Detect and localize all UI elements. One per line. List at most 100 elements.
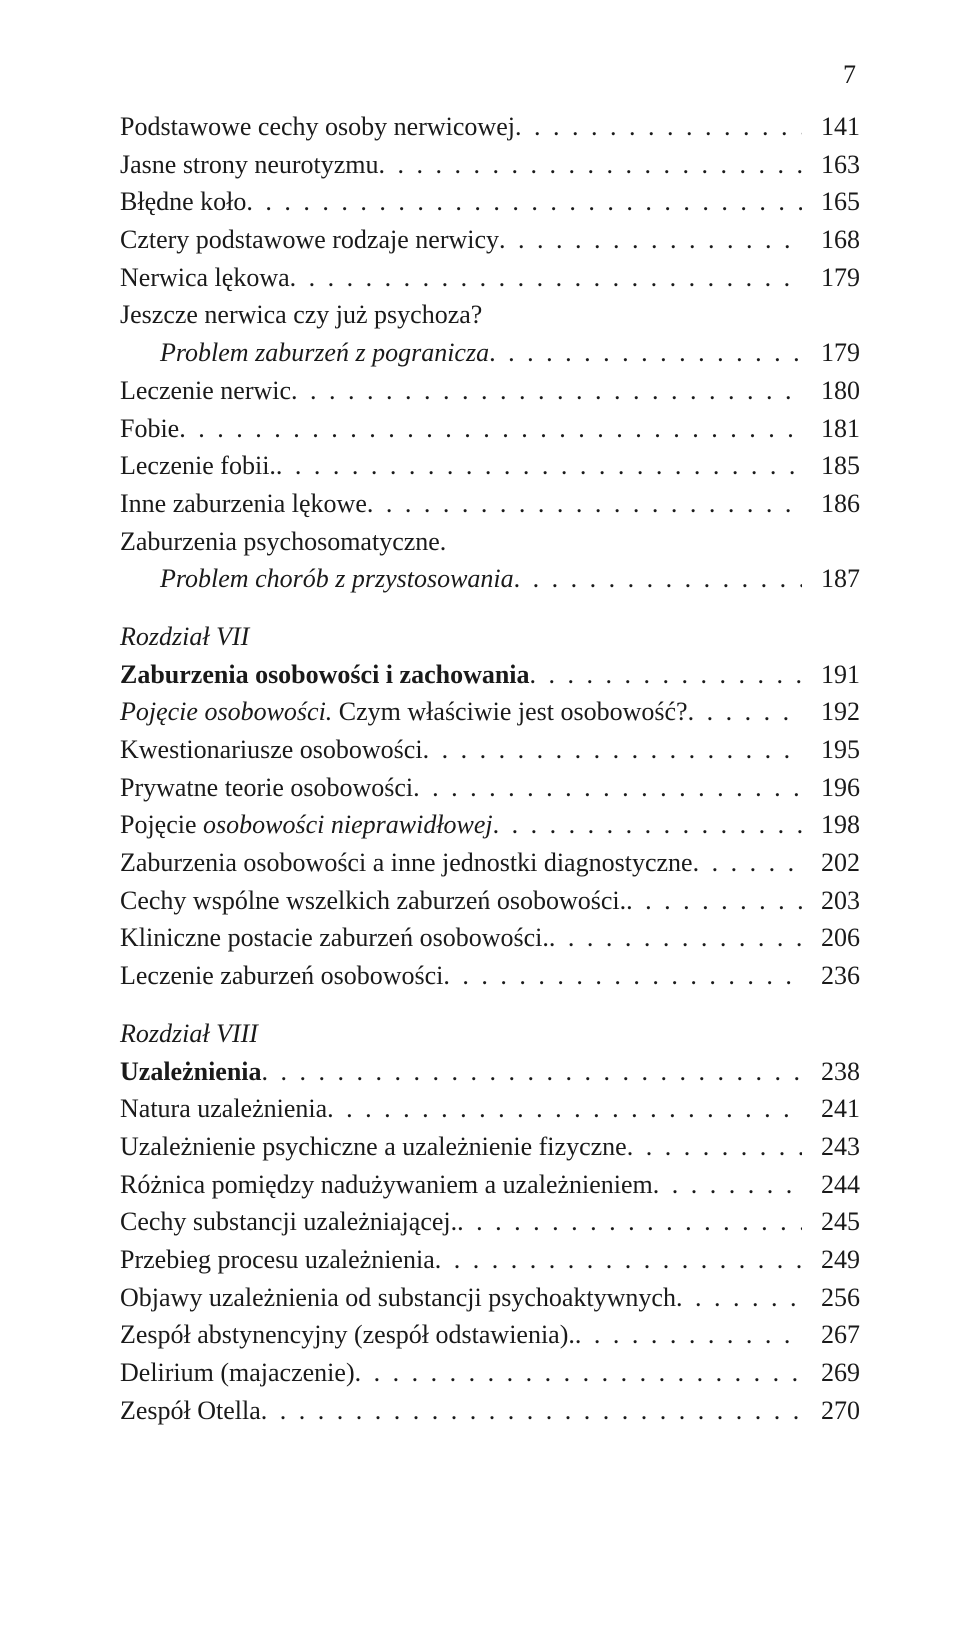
toc-entry-page: 196 <box>802 769 860 807</box>
toc-leader-dots <box>179 410 802 448</box>
toc-leader-dots <box>515 108 802 146</box>
toc-label-part: Pojęcie osobowości. <box>120 697 332 726</box>
toc-label-part: Fobie <box>120 414 179 443</box>
toc-entry-label: Natura uzależnienia <box>120 1090 327 1128</box>
toc-leader-dots <box>489 334 802 372</box>
toc-entry-label: Cztery podstawowe rodzaje nerwicy <box>120 221 499 259</box>
table-of-contents: Podstawowe cechy osoby nerwicowej141Jasn… <box>120 108 860 1429</box>
section-gap <box>120 995 860 1015</box>
toc-entry: Różnica pomiędzy nadużywaniem a uzależni… <box>120 1166 860 1204</box>
toc-entry-label: Pojęcie osobowości nieprawidłowej <box>120 806 493 844</box>
toc-leader-dots <box>457 1203 802 1241</box>
toc-entry-page: 267 <box>802 1316 860 1354</box>
toc-entry-page: 141 <box>802 108 860 146</box>
toc-label-part: Pojęcie <box>120 810 203 839</box>
toc-entry: Pojęcie osobowości. Czym właściwie jest … <box>120 693 860 731</box>
toc-leader-dots <box>355 1354 802 1392</box>
toc-label-part: Kliniczne postacie zaburzeń osobowości. <box>120 923 549 952</box>
toc-label-part: Zespół abstynencyjny (zespół odstawienia… <box>120 1320 575 1349</box>
toc-leader-dots <box>246 183 802 221</box>
toc-leader-dots <box>423 731 802 769</box>
toc-entry-page: 243 <box>802 1128 860 1166</box>
toc-entry: Fobie 181 <box>120 410 860 448</box>
toc-entry: Zespół abstynencyjny (zespół odstawienia… <box>120 1316 860 1354</box>
toc-entry: Problem chorób z przystosowania 187 <box>120 560 860 598</box>
toc-entry: Jasne strony neurotyzmu 163 <box>120 146 860 184</box>
toc-entry-label: Zespół Otella <box>120 1392 261 1430</box>
toc-entry-page: 269 <box>802 1354 860 1392</box>
toc-leader-dots <box>575 1316 802 1354</box>
toc-entry-label: Zaburzenia psychosomatyczne. <box>120 523 446 561</box>
toc-entry-label: Jeszcze nerwica czy już psychoza? <box>120 296 482 334</box>
toc-leader-dots <box>688 693 802 731</box>
toc-entry-page: 179 <box>802 259 860 297</box>
toc-entry: Kliniczne postacie zaburzeń osobowości. 2… <box>120 919 860 957</box>
toc-entry: Pojęcie osobowości nieprawidłowej198 <box>120 806 860 844</box>
toc-leader-dots <box>626 882 802 920</box>
toc-entry-page: 181 <box>802 410 860 448</box>
toc-entry: Przebieg procesu uzależnienia249 <box>120 1241 860 1279</box>
toc-entry-page: 187 <box>802 560 860 598</box>
toc-entry-label: Leczenie zaburzeń osobowości <box>120 957 443 995</box>
toc-leader-dots <box>262 1053 802 1091</box>
toc-entry-label: Błędne koło <box>120 183 246 221</box>
toc-entry: Cztery podstawowe rodzaje nerwicy168 <box>120 221 860 259</box>
toc-label-part: osobowości nieprawidłowej <box>203 810 493 839</box>
toc-entry: Objawy uzależnienia od substancji psycho… <box>120 1279 860 1317</box>
toc-entry-label: Podstawowe cechy osoby nerwicowej <box>120 108 515 146</box>
toc-leader-dots <box>549 919 802 957</box>
toc-entry: Kwestionariusze osobowości 195 <box>120 731 860 769</box>
toc-entry: Cechy wspólne wszelkich zaburzeń osobowo… <box>120 882 860 920</box>
toc-leader-dots <box>290 259 802 297</box>
toc-entry-page: 206 <box>802 919 860 957</box>
toc-entry: Problem zaburzeń z pogranicza179 <box>120 334 860 372</box>
toc-label-part: Cechy substancji uzależniającej. <box>120 1207 457 1236</box>
toc-label-part: Jasne strony neurotyzmu <box>120 150 379 179</box>
toc-label-part: Natura uzależnienia <box>120 1094 327 1123</box>
page-number: 7 <box>120 60 860 90</box>
toc-entry-page: 186 <box>802 485 860 523</box>
toc-entry-page: 195 <box>802 731 860 769</box>
toc-entry-label: Nerwica lękowa <box>120 259 290 297</box>
toc-entry-label: Leczenie nerwic <box>120 372 291 410</box>
toc-label-part: Jeszcze nerwica czy już psychoza? <box>120 300 482 329</box>
toc-label-part: Uzależnienia <box>120 1057 262 1086</box>
toc-label-part: Zaburzenia osobowości a inne jednostki d… <box>120 848 693 877</box>
toc-label-part: Zaburzenia osobowości i zachowania <box>120 660 530 689</box>
toc-label-part: Kwestionariusze osobowości <box>120 735 423 764</box>
toc-leader-dots <box>443 957 802 995</box>
toc-leader-dots <box>413 769 802 807</box>
toc-entry-label: Prywatne teorie osobowości <box>120 769 413 807</box>
toc-entry-page: 191 <box>802 656 860 694</box>
toc-entry-label: Kliniczne postacie zaburzeń osobowości. <box>120 919 549 957</box>
toc-entry-label: Kwestionariusze osobowości <box>120 731 423 769</box>
toc-leader-dots <box>327 1090 802 1128</box>
toc-entry-page: 241 <box>802 1090 860 1128</box>
toc-entry-page: 163 <box>802 146 860 184</box>
toc-leader-dots <box>499 221 802 259</box>
toc-entry: Błędne koło165 <box>120 183 860 221</box>
toc-label-part: Zespół Otella <box>120 1396 261 1425</box>
toc-label-part: Podstawowe cechy osoby nerwicowej <box>120 112 515 141</box>
toc-entry-page: 179 <box>802 334 860 372</box>
toc-entry-page: 249 <box>802 1241 860 1279</box>
toc-entry-label: Leczenie fobii. <box>120 447 276 485</box>
toc-entry-label: Problem chorób z przystosowania <box>120 560 514 598</box>
toc-entry-page: 245 <box>802 1203 860 1241</box>
toc-label-part: Uzależnienie psychiczne a uzależnienie f… <box>120 1132 627 1161</box>
toc-entry-page: 238 <box>802 1053 860 1091</box>
toc-label-part: Cztery podstawowe rodzaje nerwicy <box>120 225 499 254</box>
toc-leader-dots <box>514 560 802 598</box>
toc-entry-label: Pojęcie osobowości. Czym właściwie jest … <box>120 693 688 731</box>
toc-entry-page: 180 <box>802 372 860 410</box>
toc-label-part: Zaburzenia psychosomatyczne. <box>120 527 446 556</box>
toc-entry-label: Objawy uzależnienia od substancji psycho… <box>120 1279 676 1317</box>
toc-label-part: Cechy wspólne wszelkich zaburzeń osobowo… <box>120 886 626 915</box>
toc-entry-label: Cechy substancji uzależniającej. <box>120 1203 457 1241</box>
toc-entry: Natura uzależnienia 241 <box>120 1090 860 1128</box>
toc-entry-label: Zaburzenia osobowości i zachowania <box>120 656 530 694</box>
toc-leader-dots <box>530 656 802 694</box>
toc-label-part: Różnica pomiędzy nadużywaniem a uzależni… <box>120 1170 653 1199</box>
toc-entry-label: Cechy wspólne wszelkich zaburzeń osobowo… <box>120 882 626 920</box>
page-container: 7 Podstawowe cechy osoby nerwicowej141Ja… <box>0 0 960 1489</box>
